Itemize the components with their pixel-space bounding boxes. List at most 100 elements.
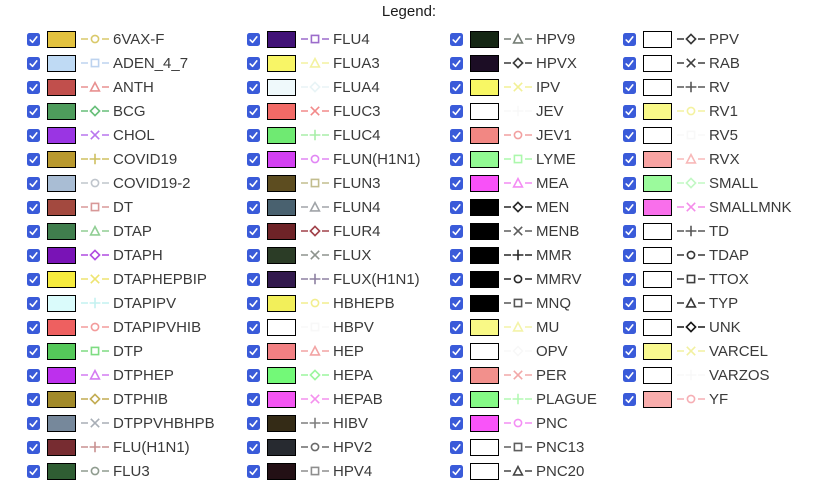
legend-item-checkbox[interactable] bbox=[247, 320, 260, 334]
legend-item-checkbox[interactable] bbox=[247, 200, 260, 214]
legend-item-label: OPV bbox=[536, 342, 568, 360]
legend-item-checkbox[interactable] bbox=[450, 248, 463, 262]
legend-item-checkbox[interactable] bbox=[247, 104, 260, 118]
legend-item-checkbox[interactable] bbox=[247, 152, 260, 166]
legend-item-checkbox[interactable] bbox=[27, 176, 40, 190]
legend-item-checkbox[interactable] bbox=[450, 80, 463, 94]
legend-item-checkbox[interactable] bbox=[247, 296, 260, 310]
check-icon bbox=[29, 299, 38, 307]
color-swatch bbox=[47, 78, 76, 96]
legend-item-checkbox[interactable] bbox=[247, 80, 260, 94]
marker-plus-icon bbox=[503, 104, 533, 118]
legend-item-checkbox[interactable] bbox=[450, 32, 463, 46]
legend-item-checkbox[interactable] bbox=[623, 32, 636, 46]
legend-item-checkbox[interactable] bbox=[27, 80, 40, 94]
legend-item-checkbox[interactable] bbox=[247, 176, 260, 190]
legend-item-label: FLUN(H1N1) bbox=[333, 150, 421, 168]
legend-item-checkbox[interactable] bbox=[450, 272, 463, 286]
marker-circle-icon bbox=[503, 128, 533, 142]
legend-item-checkbox[interactable] bbox=[247, 344, 260, 358]
legend-item-checkbox[interactable] bbox=[623, 224, 636, 238]
legend-item-checkbox[interactable] bbox=[27, 200, 40, 214]
legend-item-checkbox[interactable] bbox=[623, 344, 636, 358]
legend-column: 6VAX-F ADEN_4_7 ANTH BCG CHOL COVID19 COVID19-… bbox=[27, 27, 215, 483]
legend-item-checkbox[interactable] bbox=[27, 32, 40, 46]
legend-item-checkbox[interactable] bbox=[27, 320, 40, 334]
legend-item-checkbox[interactable] bbox=[450, 296, 463, 310]
legend-title: Legend: bbox=[381, 3, 437, 20]
legend-item-checkbox[interactable] bbox=[27, 56, 40, 70]
legend-item-checkbox[interactable] bbox=[247, 272, 260, 286]
marker-square-icon bbox=[300, 176, 330, 190]
legend-item-checkbox[interactable] bbox=[450, 440, 463, 454]
legend-item-checkbox[interactable] bbox=[27, 248, 40, 262]
legend-item-checkbox[interactable] bbox=[450, 200, 463, 214]
legend-item-checkbox[interactable] bbox=[27, 152, 40, 166]
legend-item-checkbox[interactable] bbox=[623, 128, 636, 142]
legend-item-checkbox[interactable] bbox=[623, 368, 636, 382]
legend-item-checkbox[interactable] bbox=[450, 224, 463, 238]
legend-item-checkbox[interactable] bbox=[450, 392, 463, 406]
legend-item-checkbox[interactable] bbox=[450, 56, 463, 70]
legend-item-checkbox[interactable] bbox=[450, 176, 463, 190]
legend-item-checkbox[interactable] bbox=[623, 176, 636, 190]
color-swatch bbox=[47, 294, 76, 312]
legend-item-checkbox[interactable] bbox=[27, 392, 40, 406]
legend-item-checkbox[interactable] bbox=[450, 320, 463, 334]
legend-item-checkbox[interactable] bbox=[247, 368, 260, 382]
marker-x-icon bbox=[80, 416, 110, 430]
legend-item-checkbox[interactable] bbox=[247, 392, 260, 406]
check-icon bbox=[249, 395, 258, 403]
legend-item-checkbox[interactable] bbox=[247, 56, 260, 70]
legend-item-checkbox[interactable] bbox=[450, 344, 463, 358]
legend-column: HPV9 HPVX IPV JEV JEV1 LYME MEA MEN MENB MMR MMRV M… bbox=[450, 27, 597, 483]
legend-item-checkbox[interactable] bbox=[27, 104, 40, 118]
legend-item-checkbox[interactable] bbox=[623, 248, 636, 262]
legend-item-checkbox[interactable] bbox=[27, 416, 40, 430]
legend-item-checkbox[interactable] bbox=[623, 152, 636, 166]
check-icon bbox=[625, 131, 634, 139]
legend-item-checkbox[interactable] bbox=[623, 104, 636, 118]
marker-triangle-icon bbox=[300, 56, 330, 70]
check-icon bbox=[452, 35, 461, 43]
legend-item-checkbox[interactable] bbox=[450, 128, 463, 142]
legend-item-checkbox[interactable] bbox=[623, 392, 636, 406]
legend-item-label: DTAPHEPBIP bbox=[113, 270, 207, 288]
color-swatch bbox=[470, 102, 499, 120]
legend-item-checkbox[interactable] bbox=[450, 104, 463, 118]
marker-square-icon bbox=[80, 200, 110, 214]
legend-item-checkbox[interactable] bbox=[27, 224, 40, 238]
legend-item-checkbox[interactable] bbox=[27, 368, 40, 382]
legend-item-checkbox[interactable] bbox=[27, 128, 40, 142]
marker-triangle-icon bbox=[503, 176, 533, 190]
legend-item-checkbox[interactable] bbox=[623, 296, 636, 310]
legend-item-checkbox[interactable] bbox=[623, 200, 636, 214]
legend-item-checkbox[interactable] bbox=[27, 464, 40, 478]
color-swatch bbox=[47, 390, 76, 408]
legend-item-checkbox[interactable] bbox=[27, 296, 40, 310]
legend-item-checkbox[interactable] bbox=[247, 248, 260, 262]
marker-diamond-icon bbox=[503, 344, 533, 358]
legend-item-checkbox[interactable] bbox=[450, 368, 463, 382]
check-icon bbox=[249, 299, 258, 307]
legend-item-checkbox[interactable] bbox=[247, 416, 260, 430]
legend-item-checkbox[interactable] bbox=[450, 152, 463, 166]
legend-item-checkbox[interactable] bbox=[623, 272, 636, 286]
legend-item-checkbox[interactable] bbox=[247, 128, 260, 142]
legend-item-checkbox[interactable] bbox=[450, 464, 463, 478]
color-swatch bbox=[47, 150, 76, 168]
legend-item-checkbox[interactable] bbox=[623, 80, 636, 94]
legend-item-checkbox[interactable] bbox=[623, 56, 636, 70]
legend-item-checkbox[interactable] bbox=[247, 224, 260, 238]
legend-item-checkbox[interactable] bbox=[247, 32, 260, 46]
legend-item-checkbox[interactable] bbox=[247, 464, 260, 478]
legend-item-checkbox[interactable] bbox=[27, 440, 40, 454]
check-icon bbox=[249, 35, 258, 43]
legend-item: HEPA bbox=[247, 363, 421, 387]
check-icon bbox=[625, 323, 634, 331]
legend-item-checkbox[interactable] bbox=[247, 440, 260, 454]
legend-item-checkbox[interactable] bbox=[27, 272, 40, 286]
legend-item-checkbox[interactable] bbox=[450, 416, 463, 430]
legend-item-checkbox[interactable] bbox=[27, 344, 40, 358]
legend-item-checkbox[interactable] bbox=[623, 320, 636, 334]
